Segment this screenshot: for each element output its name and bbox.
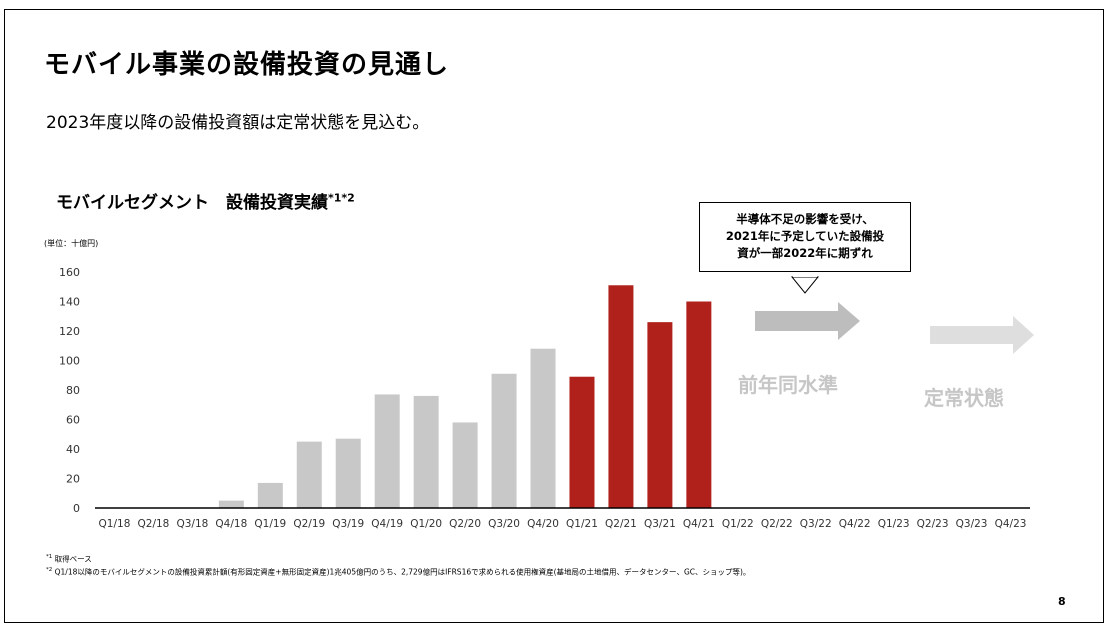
y-tick-label: 120: [59, 325, 80, 338]
chart-section-title-text: モバイルセグメント 設備投資実績: [56, 193, 328, 213]
bar-Q3-21: [647, 322, 673, 508]
footnote-2-mark: *2: [46, 566, 53, 573]
forecast-arrow-2022: [755, 302, 860, 340]
x-tick-label: Q2/18: [138, 518, 170, 530]
callout-pointer-gap: [793, 270, 817, 277]
x-tick-label: Q3/18: [176, 518, 208, 530]
arrow-label-same-as-prior-year: 前年同水準: [738, 373, 838, 397]
bar-Q3-19: [335, 438, 361, 508]
x-tick-label: Q3/20: [488, 518, 520, 530]
x-tick-label: Q1/22: [722, 518, 754, 530]
y-tick-label: 60: [66, 414, 80, 427]
bar-Q1-21: [569, 376, 595, 508]
y-tick-label: 100: [59, 355, 80, 368]
x-tick-label: Q2/23: [917, 518, 949, 530]
bar-Q4-20: [530, 348, 556, 508]
y-axis-tick-labels: 0 20 40 60 80 100 120 140 160: [59, 266, 80, 515]
slide-frame: [4, 9, 1104, 623]
x-tick-label: Q4/21: [683, 518, 715, 530]
y-tick-label: 40: [66, 443, 80, 456]
callout-line-1: 半導体不足の影響を受け、: [736, 212, 874, 226]
footnotes: *1 取得ベース *2 Q1/18以降のモバイルセグメントの設備投資累計額(有形…: [46, 552, 750, 577]
semiconductor-shortage-callout: 半導体不足の影響を受け、 2021年に予定していた設備投 資が一部2022年に期…: [699, 202, 911, 272]
x-tick-label: Q1/19: [254, 518, 286, 530]
chart-bars: [218, 285, 712, 508]
x-tick-label: Q1/21: [566, 518, 598, 530]
x-tick-label: Q4/20: [527, 518, 559, 530]
y-tick-label: 140: [59, 296, 80, 309]
page-number: 8: [1058, 595, 1066, 608]
footnote-1: *1 取得ベース: [46, 552, 750, 565]
y-tick-label: 80: [66, 384, 80, 397]
bar-Q1-19: [257, 482, 283, 508]
x-tick-label: Q4/19: [371, 518, 403, 530]
bar-Q4-19: [374, 394, 400, 508]
chart-section-title: モバイルセグメント 設備投資実績*1*2: [56, 188, 355, 213]
x-tick-label: Q4/18: [215, 518, 247, 530]
x-tick-label: Q3/21: [644, 518, 676, 530]
footnote-1-mark: *1: [46, 554, 53, 560]
bar-Q1-20: [413, 395, 439, 508]
chart-section-title-footnote-marks: *1*2: [328, 191, 355, 205]
slide-subtitle: 2023年度以降の設備投資額は定常状態を見込む。: [46, 113, 430, 133]
x-tick-label: Q2/20: [449, 518, 481, 530]
bar-Q2-20: [452, 422, 478, 508]
bar-Q4-21: [686, 301, 712, 508]
callout-pointer: [790, 276, 820, 294]
bar-Q2-19: [296, 441, 322, 508]
bar-Q3-20: [491, 373, 517, 508]
y-tick-label: 20: [66, 473, 80, 486]
x-tick-label: Q3/19: [332, 518, 364, 530]
footnote-2: *2 Q1/18以降のモバイルセグメントの設備投資累計額(有形固定資産+無形固定…: [46, 565, 750, 578]
x-tick-label: Q2/22: [761, 518, 793, 530]
x-tick-label: Q4/22: [839, 518, 871, 530]
unit-label: (単位：十億円): [44, 239, 99, 248]
x-tick-label: Q1/18: [99, 518, 131, 530]
x-axis-tick-labels: Q1/18 Q2/18 Q3/18 Q4/18 Q1/19 Q2/19 Q3/19 Q4/19…: [99, 518, 1027, 530]
footnote-1-text: 取得ベース: [52, 554, 92, 564]
x-tick-label: Q2/19: [293, 518, 325, 530]
y-tick-label: 160: [59, 266, 80, 279]
x-tick-label: Q1/23: [878, 518, 910, 530]
x-tick-label: Q3/22: [800, 518, 832, 530]
x-tick-label: Q2/21: [605, 518, 637, 530]
bar-Q4-18: [218, 500, 244, 508]
bar-Q2-21: [608, 285, 634, 508]
footnote-2-text: Q1/18以降のモバイルセグメントの設備投資累計額(有形固定資産+無形固定資産)…: [52, 567, 751, 576]
x-tick-label: Q1/20: [410, 518, 442, 530]
callout-line-2: 2021年に予定していた設備投: [725, 229, 885, 243]
arrow-label-steady-state: 定常状態: [924, 386, 1004, 410]
slide-title: モバイル事業の設備投資の見通し: [44, 50, 450, 80]
callout-line-3: 資が一部2022年に期ずれ: [737, 246, 873, 260]
y-tick-label: 0: [73, 502, 80, 515]
forecast-arrow-2023: [930, 316, 1034, 354]
x-tick-label: Q4/23: [995, 518, 1027, 530]
x-tick-label: Q3/23: [956, 518, 988, 530]
